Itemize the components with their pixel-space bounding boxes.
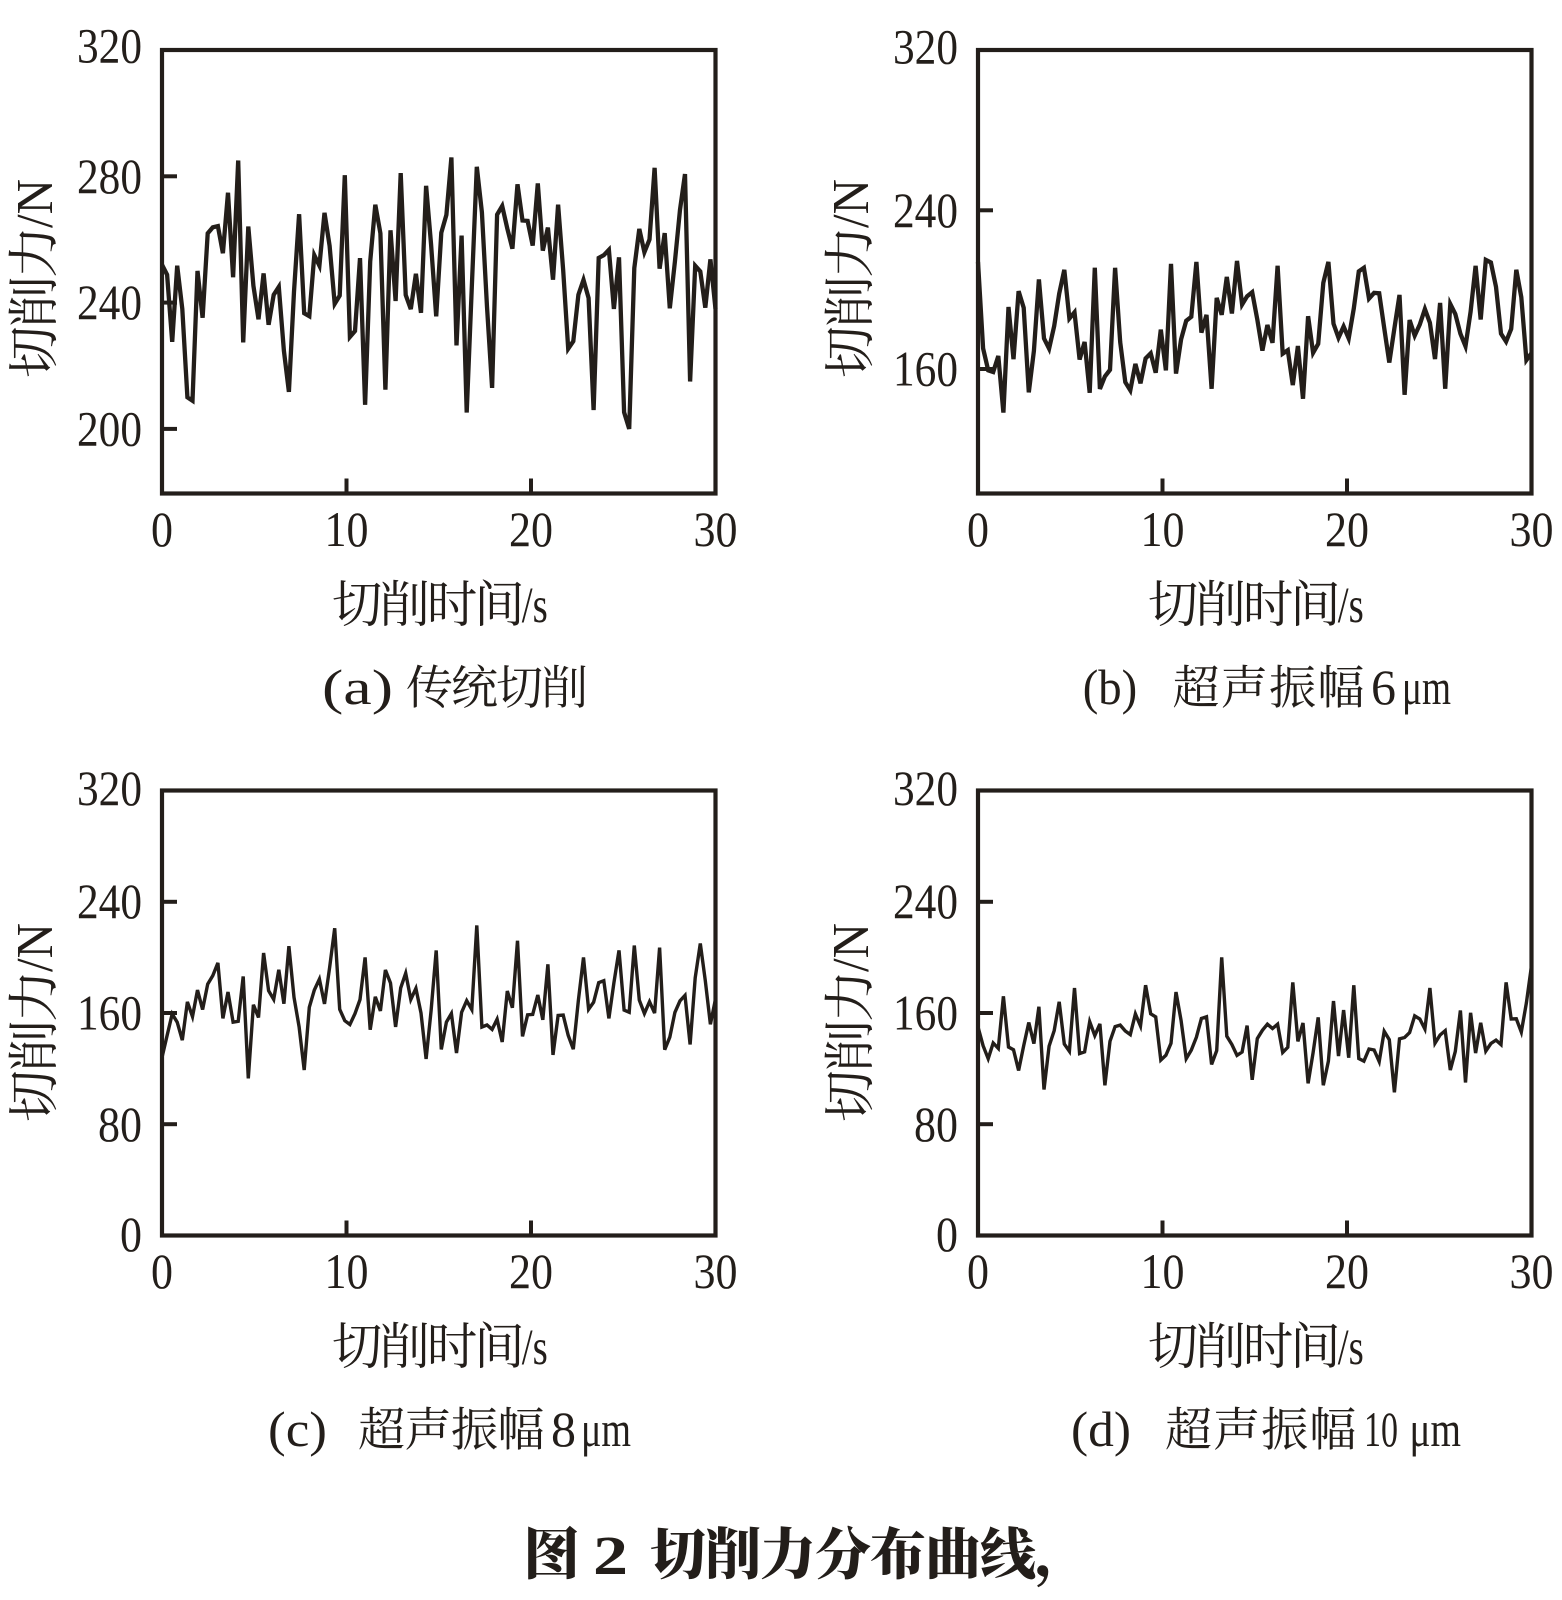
svg-text:160: 160 — [893, 985, 958, 1041]
svg-text:/N: /N — [7, 179, 64, 228]
svg-text:200: 200 — [77, 400, 142, 456]
svg-text:0: 0 — [967, 1243, 989, 1299]
svg-text:320: 320 — [77, 18, 142, 74]
svg-text:240: 240 — [893, 182, 958, 238]
svg-text:μm: μm — [581, 1401, 631, 1457]
svg-text:2: 2 — [593, 1525, 628, 1586]
svg-text:/N: /N — [823, 923, 880, 972]
svg-text:160: 160 — [893, 341, 958, 397]
svg-text:0: 0 — [120, 1206, 142, 1262]
svg-text:/s: /s — [1338, 578, 1364, 634]
svg-text:0: 0 — [936, 1206, 958, 1262]
svg-text:240: 240 — [893, 873, 958, 929]
svg-text:30: 30 — [694, 1243, 738, 1299]
svg-text:10: 10 — [325, 1243, 369, 1299]
svg-text:20: 20 — [509, 501, 553, 557]
svg-text:6: 6 — [1371, 659, 1396, 715]
svg-text:10: 10 — [325, 501, 369, 557]
svg-text:160: 160 — [77, 985, 142, 1041]
svg-text:30: 30 — [1510, 501, 1554, 557]
svg-text:280: 280 — [77, 148, 142, 204]
svg-text:320: 320 — [893, 760, 958, 816]
svg-text:(b): (b) — [1083, 659, 1138, 715]
svg-text:10: 10 — [1364, 1401, 1398, 1457]
svg-text:80: 80 — [914, 1096, 958, 1152]
svg-text:0: 0 — [967, 501, 989, 557]
svg-text:240: 240 — [77, 873, 142, 929]
svg-text:30: 30 — [1510, 1243, 1554, 1299]
svg-text:20: 20 — [1325, 501, 1369, 557]
svg-text:20: 20 — [509, 1243, 553, 1299]
svg-text:320: 320 — [77, 760, 142, 816]
svg-text:0: 0 — [151, 501, 173, 557]
svg-text:/s: /s — [1338, 1320, 1364, 1376]
svg-text:(d): (d) — [1071, 1401, 1131, 1457]
svg-text:8: 8 — [551, 1401, 576, 1457]
svg-text:20: 20 — [1325, 1243, 1369, 1299]
svg-text:μm: μm — [1410, 1401, 1462, 1457]
svg-text:/s: /s — [522, 578, 548, 634]
svg-text:240: 240 — [77, 274, 142, 330]
svg-text:/N: /N — [7, 923, 64, 972]
svg-text:80: 80 — [98, 1096, 142, 1152]
svg-text:/s: /s — [522, 1320, 548, 1376]
svg-text:(a): (a) — [322, 659, 393, 715]
svg-text:30: 30 — [694, 501, 738, 557]
svg-text:/N: /N — [823, 179, 880, 228]
svg-text:10: 10 — [1141, 501, 1185, 557]
svg-text:10: 10 — [1141, 1243, 1185, 1299]
svg-text:μm: μm — [1402, 659, 1451, 715]
svg-text:(c): (c) — [268, 1401, 327, 1457]
svg-text:0: 0 — [151, 1243, 173, 1299]
svg-text:320: 320 — [893, 19, 958, 75]
